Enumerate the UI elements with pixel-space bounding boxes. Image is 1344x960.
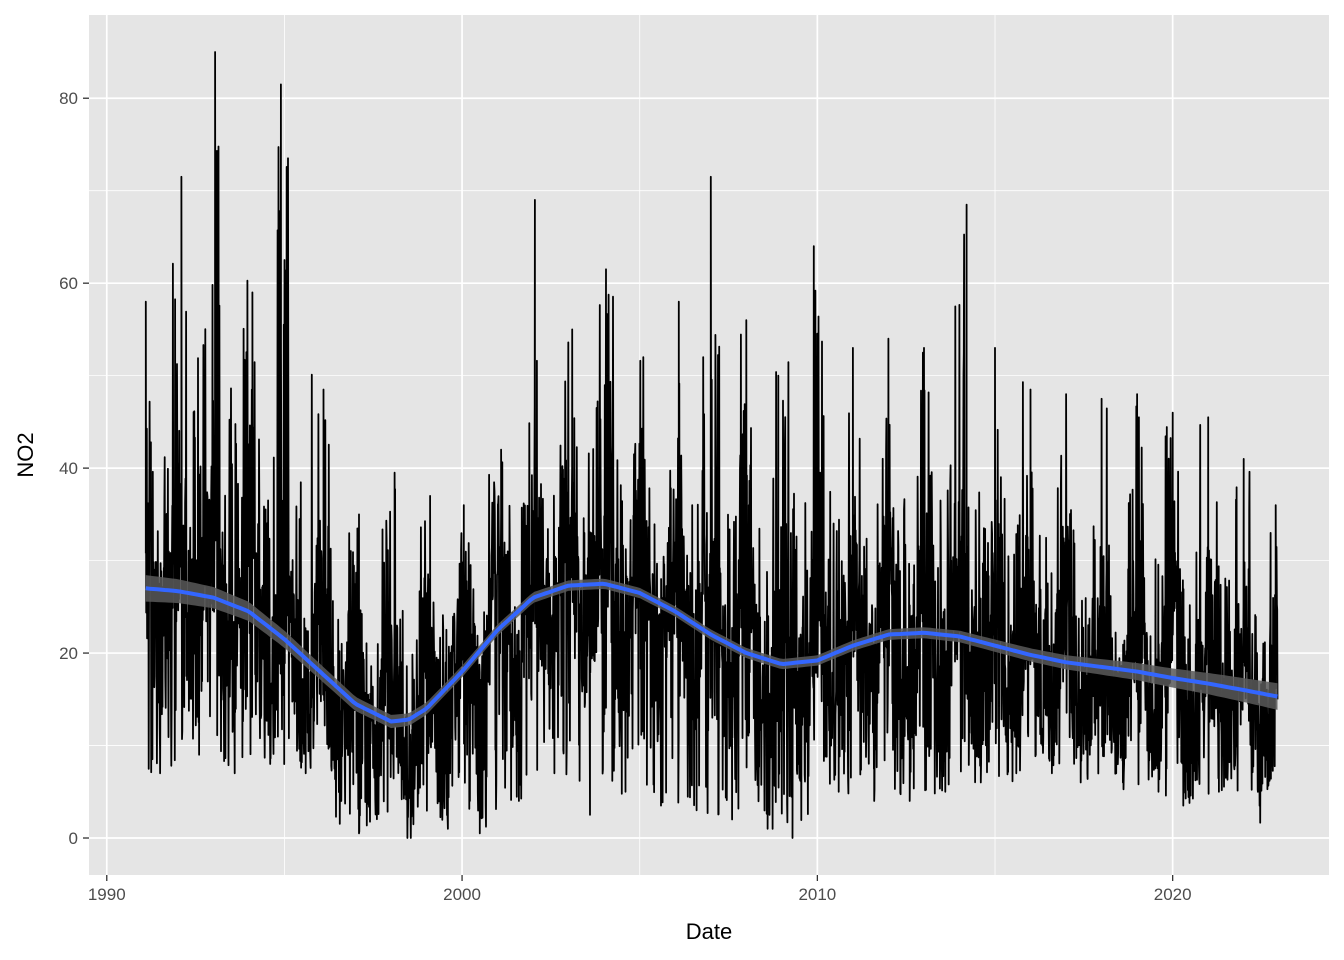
- plot-panel: [89, 15, 1329, 875]
- observations-line: [144, 51, 1279, 839]
- x-axis-title: Date: [686, 919, 732, 944]
- y-tick-label: 60: [59, 274, 78, 293]
- y-axis-title: NO2: [13, 432, 38, 477]
- x-tick-label: 2020: [1154, 885, 1192, 904]
- y-tick-label: 20: [59, 644, 78, 663]
- y-tick-label: 0: [69, 829, 78, 848]
- x-tick-label: 2000: [443, 885, 481, 904]
- observations-series: [144, 51, 1279, 839]
- y-tick-label: 40: [59, 459, 78, 478]
- x-tick-label: 1990: [88, 885, 126, 904]
- x-tick-label: 2010: [798, 885, 836, 904]
- smoothed-trend-series: [145, 575, 1278, 729]
- axes: 1990 2000 2010 2020 0 20 40 60 80: [59, 89, 1192, 904]
- y-tick-label: 80: [59, 89, 78, 108]
- trend-line: [145, 581, 1278, 724]
